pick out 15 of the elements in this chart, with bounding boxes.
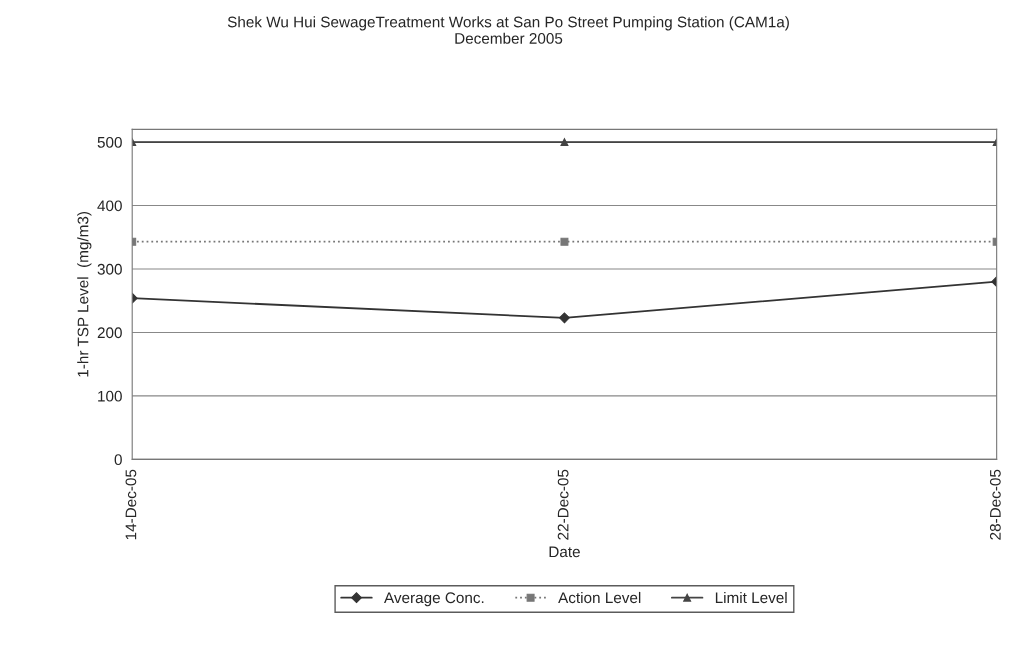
y-tick-label: 500 bbox=[97, 136, 122, 148]
chart-title: Shek Wu Hui SewageTreatment Works at San Po Street Pumping Station (CAM1a) December 2005 bbox=[227, 16, 789, 44]
y-tick-label: 400 bbox=[97, 200, 122, 212]
y-tick-label: 200 bbox=[97, 327, 122, 339]
x-axis-title: Date bbox=[549, 546, 580, 558]
y-tick-label: 300 bbox=[97, 263, 122, 275]
x-tick-label: 28-Dec-05 bbox=[989, 469, 1001, 540]
y-tick-label: 0 bbox=[114, 454, 122, 466]
legend-label: Limit Level bbox=[715, 591, 787, 604]
y-axis-title: 1-hr TSP Level (mg/m3) bbox=[77, 211, 92, 377]
x-tick-label: 22-Dec-05 bbox=[557, 469, 569, 540]
legend-label: Action Level bbox=[558, 591, 641, 604]
y-tick-label: 100 bbox=[98, 390, 122, 402]
x-tick-label: 14-Dec-05 bbox=[125, 469, 137, 540]
legend-label: Average Conc. bbox=[384, 592, 484, 607]
